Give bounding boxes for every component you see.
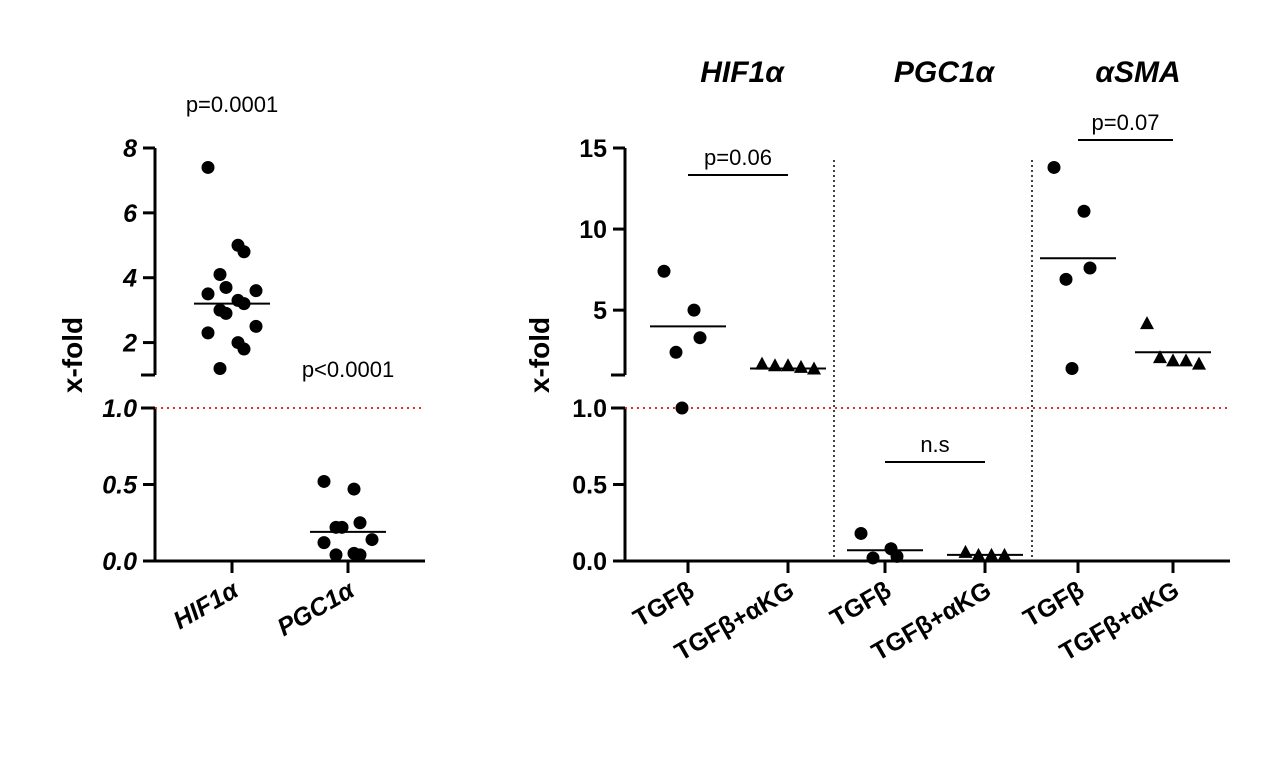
right-y-tick-label: 0.0 [572, 548, 607, 576]
right-p-value: p=0.07 [1092, 110, 1160, 135]
right-point-circle [693, 331, 707, 345]
right-point-triangle [1192, 356, 1206, 370]
right-y-tick-label: 5 [593, 297, 607, 325]
left-point-circle [201, 287, 215, 301]
right-point-circle [675, 401, 689, 415]
right-x-tick-label: TGFβ [1018, 576, 1089, 633]
left-point-circle [219, 306, 233, 320]
left-point-circle [237, 342, 251, 356]
right-point-triangle [1153, 350, 1167, 364]
right-point-triangle [1140, 316, 1154, 330]
left-point-circle [317, 474, 331, 488]
right-gene-title: αSMA [1095, 56, 1180, 89]
left-point-circle [329, 548, 343, 562]
right-y-tick-label: 10 [579, 216, 607, 244]
left-point-circle [219, 280, 233, 294]
right-point-triangle [794, 359, 808, 373]
left-y-tick-label: 6 [123, 200, 138, 228]
left-x-tick-label: PGC1α [273, 575, 361, 642]
left-y-tick-label: 0.5 [102, 472, 138, 500]
left-point-circle [201, 326, 215, 340]
right-point-circle [1083, 261, 1097, 275]
left-point-circle [353, 516, 367, 530]
right-point-circle [866, 551, 880, 565]
left-y-axis-label: x-fold [57, 317, 88, 393]
left-point-circle [335, 520, 349, 534]
right-point-circle [1077, 204, 1091, 218]
right-point-triangle [1179, 353, 1193, 367]
right-y-tick-label: 0.5 [572, 472, 607, 500]
right-point-circle [657, 264, 671, 278]
left-p-value: p<0.0001 [302, 357, 394, 382]
left-y-tick-label: 2 [122, 330, 137, 358]
right-gene-title: PGC1α [894, 56, 996, 89]
right-point-circle [890, 549, 904, 563]
left-y-tick-label: 8 [123, 135, 137, 163]
right-point-circle [669, 345, 683, 359]
right-p-value: n.s [920, 432, 949, 457]
right-point-triangle [1166, 353, 1180, 367]
left-point-circle [365, 533, 379, 547]
left-x-tick-label: HIF1α [169, 575, 245, 635]
left-p-value: p=0.0001 [186, 92, 278, 117]
left-point-circle [213, 362, 227, 376]
left-y-tick-label: 0.0 [102, 548, 137, 576]
left-point-circle [237, 245, 251, 259]
right-y-tick-label: 1.0 [572, 395, 607, 423]
right-point-circle [1059, 272, 1073, 286]
right-point-circle [854, 526, 868, 540]
right-point-circle [687, 303, 701, 317]
left-point-circle [347, 482, 361, 496]
left-point-circle [317, 536, 331, 550]
left-point-circle [249, 319, 263, 333]
left-y-tick-label: 4 [122, 265, 137, 293]
right-x-tick-label: TGFβ [825, 576, 896, 633]
left-point-circle [213, 267, 227, 281]
left-point-circle [353, 548, 367, 562]
right-gene-title: HIF1α [700, 56, 785, 89]
left-y-tick-label: 1.0 [102, 395, 137, 423]
right-point-circle [1065, 362, 1079, 376]
right-p-value: p=0.06 [704, 145, 772, 170]
right-point-triangle [755, 356, 769, 370]
right-point-circle [1047, 160, 1061, 174]
left-point-circle [201, 160, 215, 174]
right-y-tick-label: 15 [579, 135, 607, 163]
left-point-circle [249, 284, 263, 298]
right-y-axis-label: x-fold [524, 317, 555, 393]
right-x-tick-label: TGFβ [628, 576, 699, 633]
